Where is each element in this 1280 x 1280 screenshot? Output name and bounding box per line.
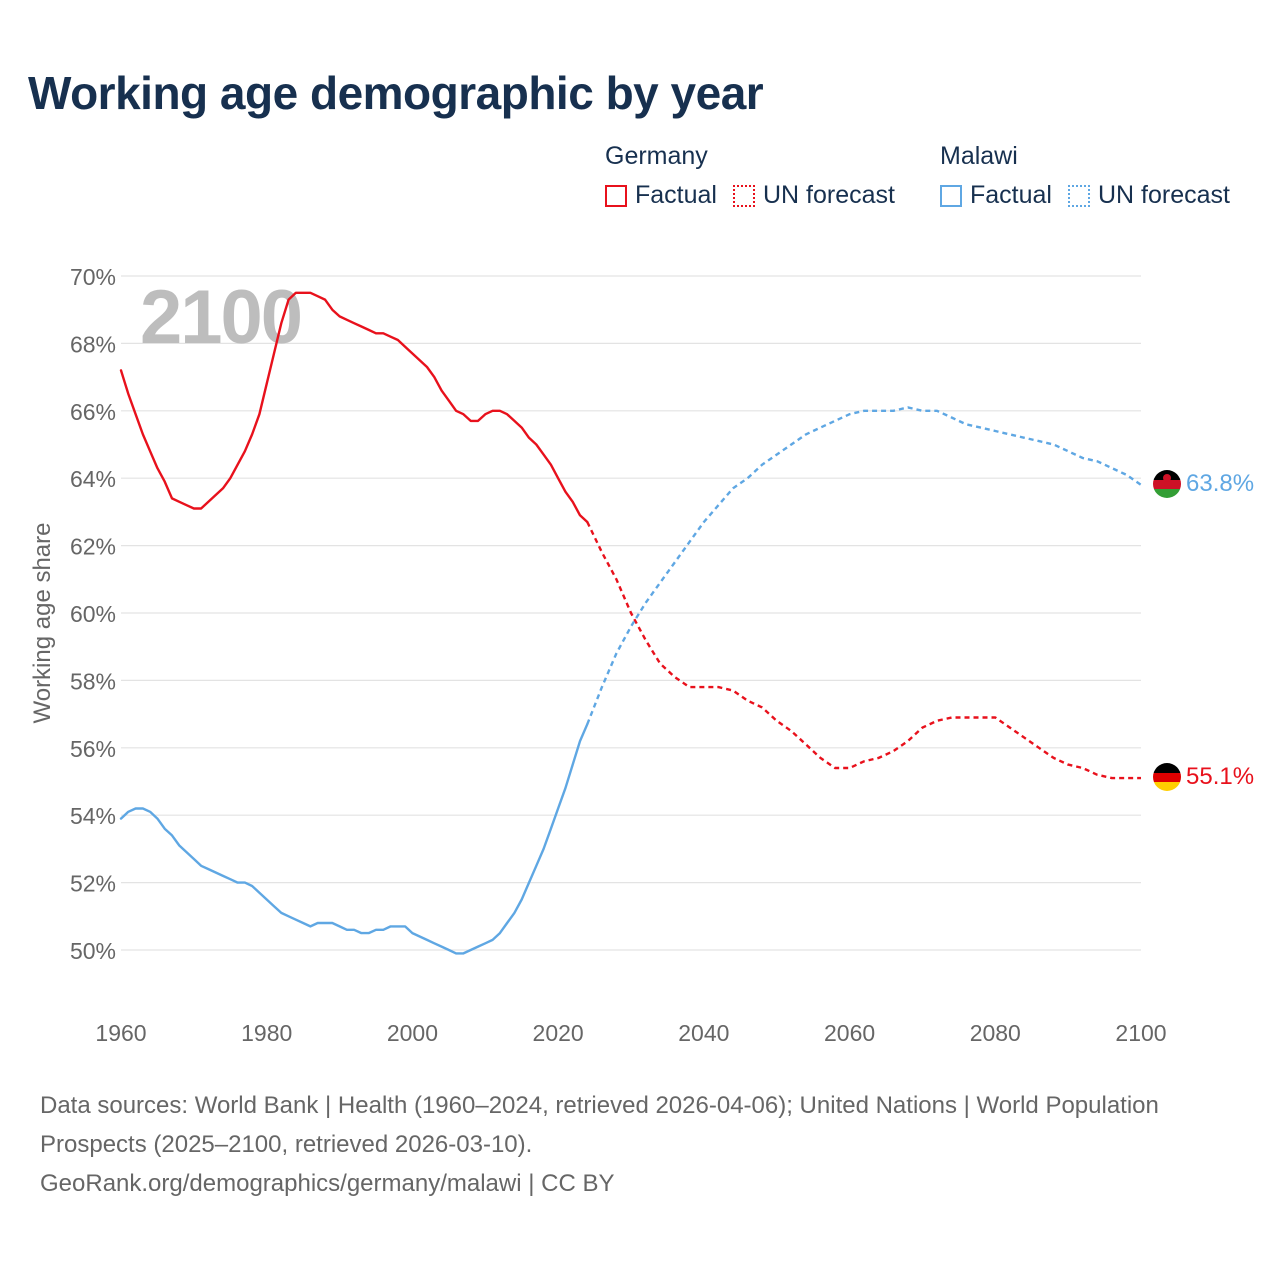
legend-malawi-factual-label: Factual	[970, 181, 1052, 209]
legend-malawi-forecast-label: UN forecast	[1097, 181, 1230, 209]
x-tick-label: 2040	[678, 1020, 729, 1046]
germany-factual-line[interactable]	[119, 291, 589, 524]
y-tick-label: 66%	[70, 399, 116, 425]
working-age-chart: 2100 50% 52% 54% 56% 58% 60% 62% 64% 66% 68% 70% 19…	[29, 264, 1254, 1046]
legend-germany: Germany Factual UN forecast	[605, 142, 911, 210]
legend-malawi-forecast[interactable]: UN forecast	[1067, 181, 1230, 210]
legend-germany-title: Germany	[605, 142, 708, 170]
y-tick-label: 54%	[70, 803, 116, 829]
malawi-forecast-line[interactable]	[586, 406, 1142, 725]
y-tick-label: 70%	[70, 264, 116, 290]
series	[119, 291, 1142, 955]
legend-malawi-title: Malawi	[940, 142, 1018, 170]
y-tick-label: 68%	[70, 331, 116, 357]
legend-germany-forecast-label: UN forecast	[762, 181, 895, 209]
axes: 50% 52% 54% 56% 58% 60% 62% 64% 66% 68% 70% 1960 198…	[70, 264, 1167, 1046]
malawi-flag	[1153, 470, 1181, 498]
germany-flag	[1153, 763, 1181, 791]
x-tick-label: 2060	[824, 1020, 875, 1046]
y-axis-label: Working age share	[29, 523, 56, 724]
y-tick-label: 58%	[70, 668, 116, 694]
year-watermark: 2100	[140, 275, 301, 360]
y-tick-label: 56%	[70, 736, 116, 762]
legend-germany-forecast-swatch	[732, 184, 755, 207]
malawi-factual-line[interactable]	[119, 723, 589, 955]
y-tick-label: 62%	[70, 534, 116, 560]
footer-credit[interactable]: GeoRank.org/demographics/germany/malawi …	[40, 1170, 615, 1197]
footer: Data sources: World Bank | Health (1960–…	[40, 1086, 1200, 1203]
germany-forecast-line[interactable]	[586, 521, 1141, 780]
y-tick-label: 60%	[70, 601, 116, 627]
legend-germany-factual-swatch	[605, 184, 627, 207]
legend-malawi-factual-swatch	[940, 184, 962, 207]
legend-germany-factual-label: Factual	[635, 181, 717, 209]
y-tick-label: 64%	[70, 466, 116, 492]
y-tick-label: 52%	[70, 871, 116, 897]
x-tick-label: 2080	[970, 1020, 1021, 1046]
x-tick-label: 2100	[1115, 1020, 1166, 1046]
legend-malawi-factual[interactable]: Factual	[940, 181, 1052, 210]
legend-malawi: Malawi Factual UN forecast	[940, 142, 1246, 210]
x-tick-label: 2000	[387, 1020, 438, 1046]
end-label-malawi: 63.8%	[1186, 470, 1254, 497]
chart-title: Working age demographic by year	[28, 67, 764, 119]
legend-germany-factual[interactable]: Factual	[605, 181, 717, 210]
legend-malawi-forecast-swatch	[1067, 184, 1090, 207]
grid	[121, 275, 1141, 951]
end-label-germany: 55.1%	[1186, 763, 1254, 790]
x-tick-label: 1980	[241, 1020, 292, 1046]
x-tick-label: 2020	[533, 1020, 584, 1046]
footer-sources: Data sources: World Bank | Health (1960–…	[40, 1092, 1159, 1158]
legend-germany-forecast[interactable]: UN forecast	[732, 181, 895, 210]
y-tick-label: 50%	[70, 938, 116, 964]
x-tick-label: 1960	[95, 1020, 146, 1046]
